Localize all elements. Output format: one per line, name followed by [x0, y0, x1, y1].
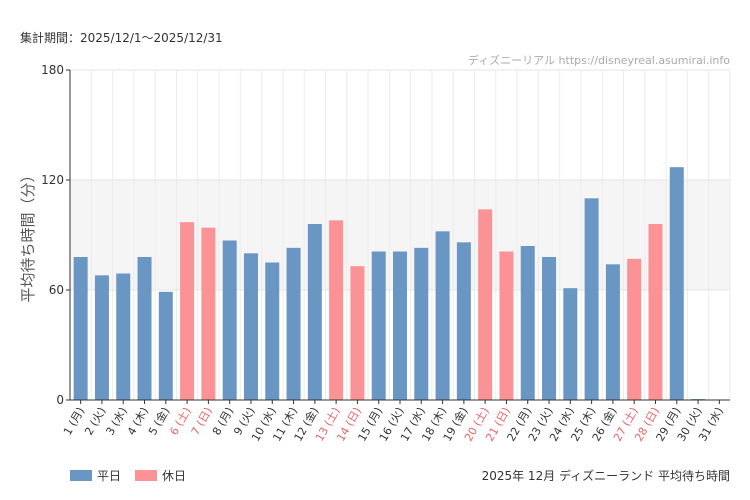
bar	[73, 257, 88, 400]
y-tick-label: 120	[41, 173, 64, 187]
legend: 平日 休日	[70, 467, 200, 484]
bar	[94, 275, 109, 400]
legend-weekday-label: 平日	[97, 469, 122, 483]
bar	[563, 288, 578, 400]
bar	[307, 224, 322, 400]
y-tick-label: 0	[56, 393, 64, 407]
watermark: ディズニーリアル https://disneyreal.asumirai.inf…	[467, 54, 730, 67]
bar	[435, 231, 450, 400]
bar	[627, 258, 642, 400]
bar	[329, 220, 344, 400]
bar	[137, 257, 152, 400]
y-tick-label: 180	[41, 63, 64, 77]
chart-title: 2025年 12月 ディズニーランド 平均待ち時間	[481, 469, 730, 483]
bar	[222, 240, 237, 400]
bar	[371, 251, 386, 400]
bar	[350, 266, 365, 400]
legend-weekday-swatch	[70, 470, 92, 481]
bar	[180, 222, 195, 400]
bar	[243, 253, 258, 400]
bar	[286, 247, 301, 400]
legend-holiday-label: 休日	[162, 469, 187, 483]
bar	[542, 257, 557, 400]
y-tick-label: 60	[49, 283, 64, 297]
legend-holiday-swatch	[135, 470, 158, 481]
bar	[265, 262, 280, 400]
legend-holiday: 休日	[135, 467, 186, 484]
bar	[158, 291, 173, 400]
bar	[584, 198, 599, 400]
bar	[669, 167, 684, 400]
bar	[520, 246, 535, 400]
bar	[414, 247, 429, 400]
bar	[116, 273, 131, 400]
bar	[605, 264, 620, 400]
bar	[648, 224, 663, 400]
bar	[456, 242, 471, 400]
bar	[478, 209, 493, 400]
bar	[393, 251, 407, 400]
period-text: 集計期間：2025/12/1〜2025/12/31	[20, 31, 223, 45]
bar	[201, 227, 216, 400]
bar	[499, 251, 514, 400]
legend-weekday: 平日	[70, 467, 121, 484]
y-axis-label: 平均待ち時間（分）	[19, 167, 37, 302]
